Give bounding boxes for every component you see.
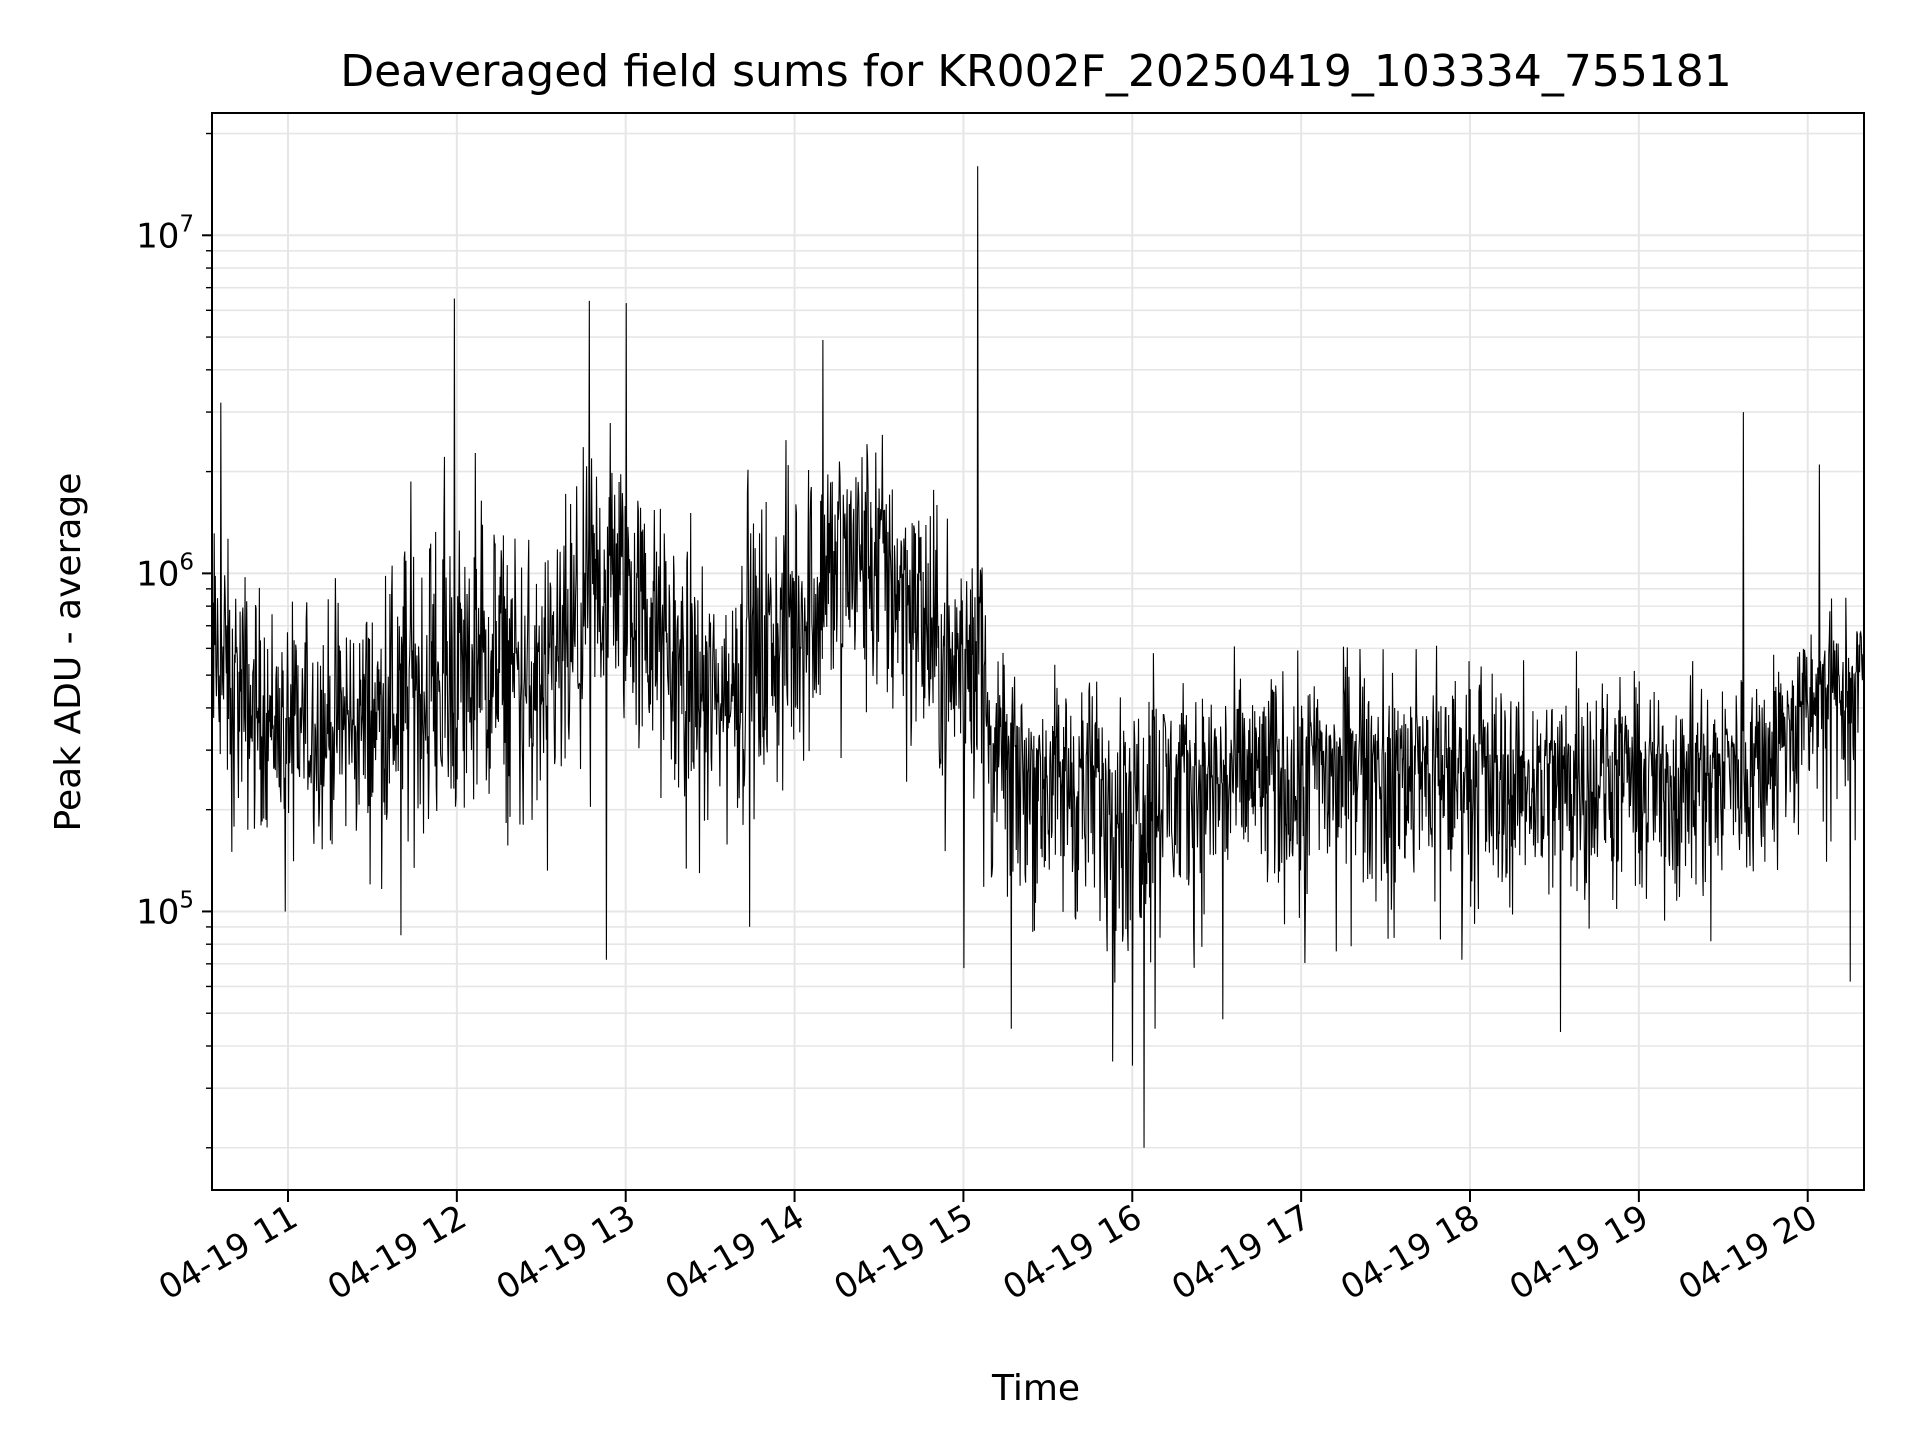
y-tick-base: 10 [136,892,179,932]
y-tick-base: 10 [136,554,179,594]
y-tick-exponent: 7 [179,211,194,237]
data-series [211,166,1865,1148]
x-axis-label: Time [991,1368,1080,1409]
y-tick-label: 105 [136,887,194,932]
series-line [211,166,1865,1148]
y-tick-label: 107 [136,211,194,256]
y-tick-label: 106 [136,549,194,594]
y-tick-exponent: 6 [179,549,194,575]
y-tick-exponent: 5 [179,887,194,913]
plot-frame [211,112,1865,1191]
y-tick-base: 10 [136,216,179,256]
y-axis-label: Peak ADU - average [48,473,89,832]
chart-title: Deaveraged field sums for KR002F_2025041… [340,46,1732,97]
